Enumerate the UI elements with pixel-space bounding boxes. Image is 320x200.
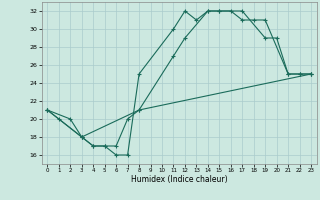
X-axis label: Humidex (Indice chaleur): Humidex (Indice chaleur) [131, 175, 228, 184]
